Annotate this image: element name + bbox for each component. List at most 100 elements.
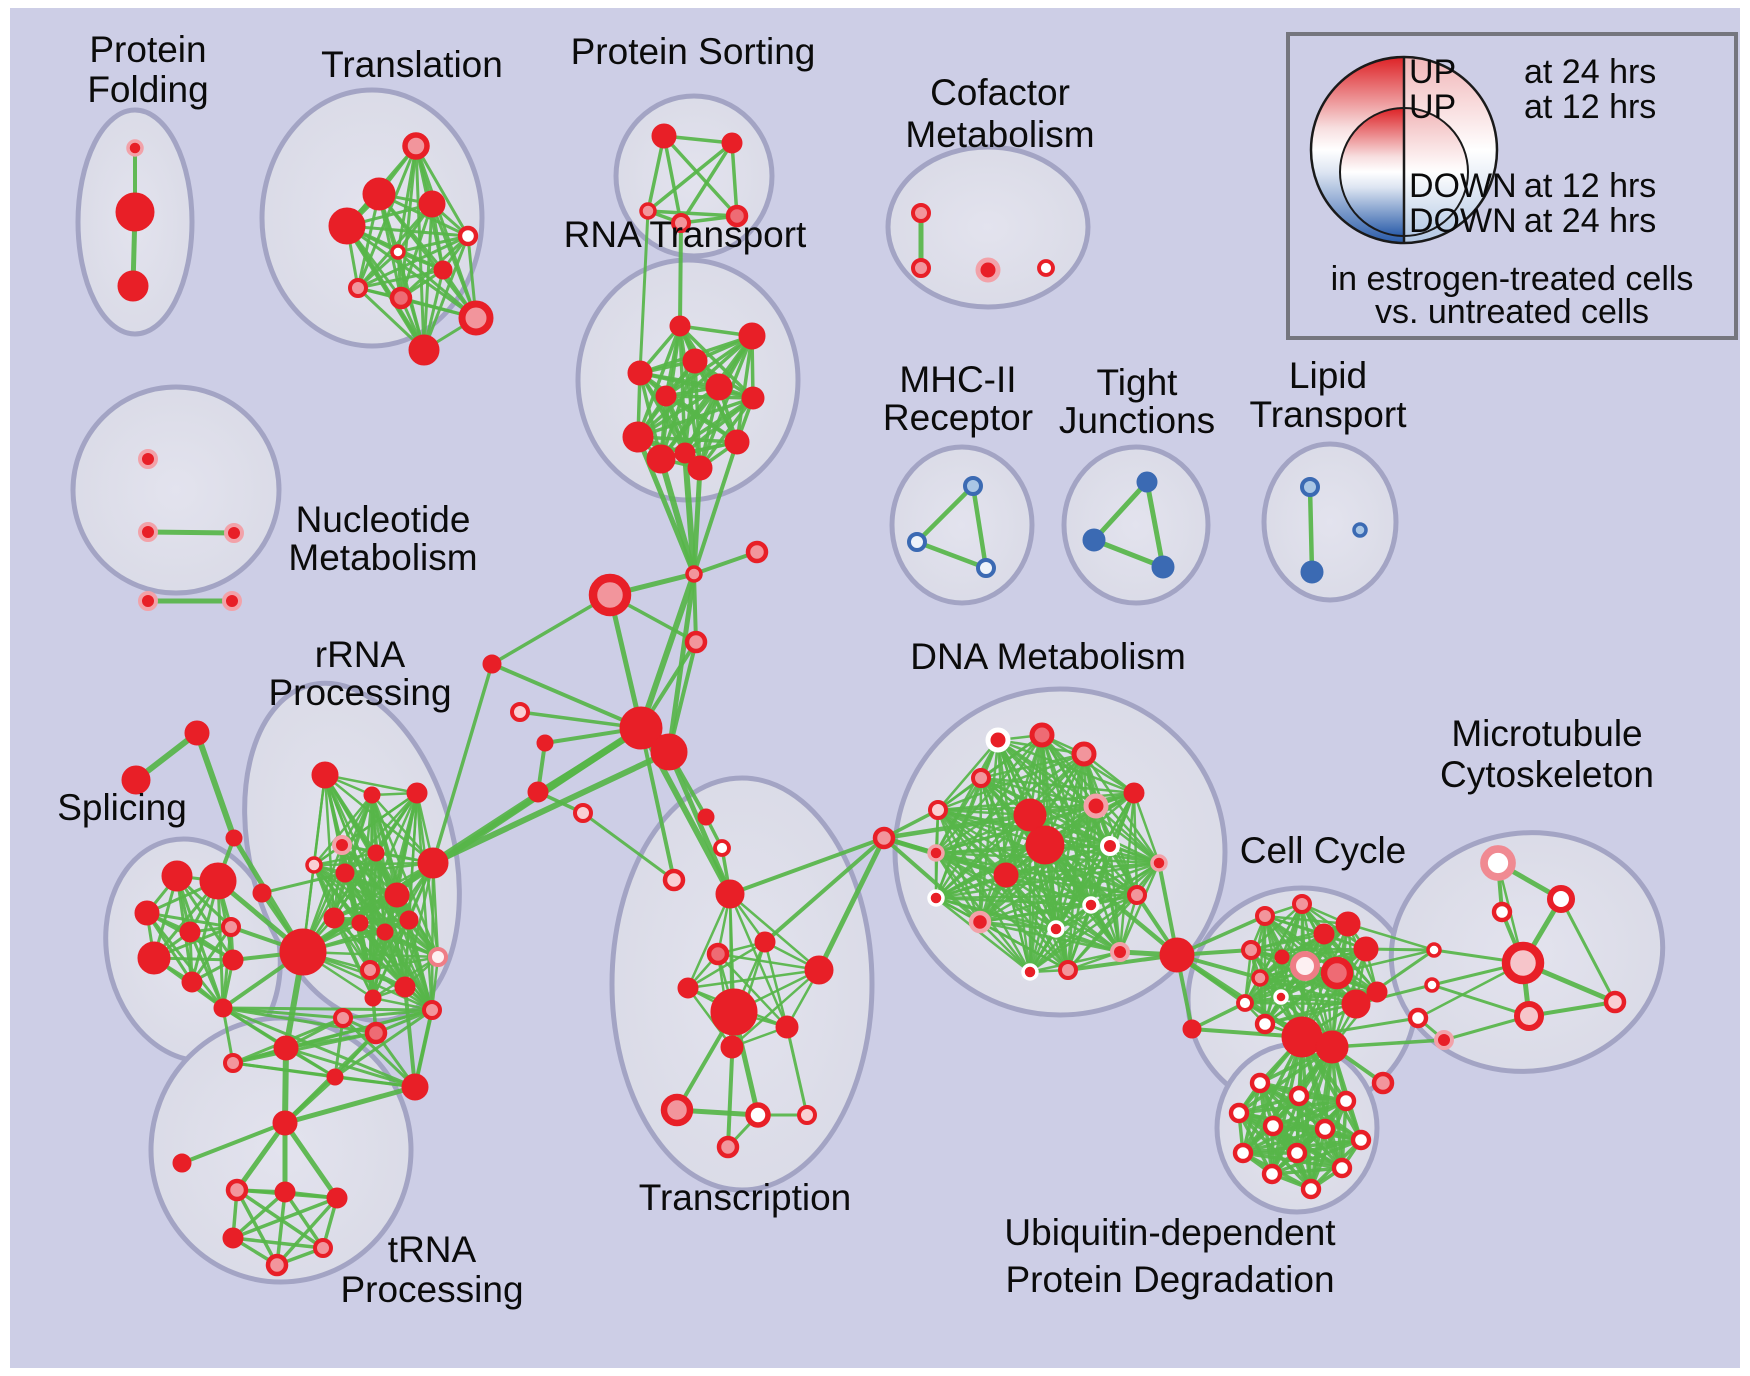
mesh-edge [716,952,789,1029]
mesh-edge [368,918,411,972]
mesh-edge [730,141,739,218]
network-edge [180,1121,287,1165]
gene-set-node [1232,1142,1254,1164]
gene-set-node [1228,1102,1250,1124]
gene-set-node [428,947,448,967]
gene-set-node [1273,989,1289,1005]
mesh-edge [190,925,233,984]
gene-set-node [911,203,931,223]
gene-set-node [639,202,657,220]
gene-set-node [1182,1019,1202,1039]
gene-set-node [1501,941,1545,985]
gene-set-node [367,844,385,862]
cluster-label: Translation [321,44,503,85]
network-edge [691,465,703,577]
gene-set-node [975,257,1001,283]
gene-set-node [1352,522,1368,538]
mesh-edge [341,1008,434,1020]
network-edge [234,1120,288,1193]
gene-set-node [224,523,244,543]
network-edge [882,836,982,924]
gene-set-node [172,1153,192,1173]
legend-time-label: at 12 hrs [1524,167,1656,205]
mesh-edge [1004,791,1136,877]
cluster-label: Processing [268,672,451,713]
mesh-edge [145,911,225,1010]
gene-set-node [384,882,410,908]
network-edge [282,1120,340,1201]
network-edge [970,483,989,571]
mesh-edge [1270,1166,1344,1176]
gene-set-node [408,334,440,366]
mesh-edge [659,359,697,461]
gene-set-node [1047,920,1065,938]
network-edge [658,456,697,577]
gene-set-node [252,883,272,903]
network-edge [678,221,683,328]
network-edge [145,529,237,536]
gene-set-node [619,706,663,750]
cluster-label: DNA Metabolism [910,636,1186,677]
network-edge [914,539,989,571]
gene-set-node [911,258,931,278]
gene-set-node [1350,1129,1372,1151]
legend-inner-left-half [1340,108,1404,236]
network-edge [581,811,676,882]
mesh-edge [979,752,1086,780]
mesh-edge [934,896,1093,907]
network-edge [667,640,698,754]
mesh-edge [1004,873,1122,954]
gene-set-node [976,558,996,578]
gene-set-node [222,1227,244,1249]
mesh-edge [345,224,478,320]
gene-set-node [1127,885,1147,905]
gene-set-node [872,826,896,850]
gene-set-node [1021,963,1039,981]
gene-set-node [1249,1072,1271,1094]
gene-set-node [754,931,776,953]
gene-set-node [1335,1090,1357,1112]
gene-set-node [457,225,479,247]
mesh-edge [231,1190,287,1240]
gene-set-node [223,1053,243,1073]
legend-time-label: at 12 hrs [1524,88,1656,126]
gene-set-node [364,989,382,1007]
gene-set-node [126,139,144,157]
cluster-label: Transport [1250,394,1408,435]
network-edge [638,209,650,375]
gene-set-node [1313,923,1335,945]
gene-set-node [305,856,323,874]
gene-set-node [1341,989,1371,1019]
gene-set-node [797,1105,817,1125]
mesh-edge [301,950,434,1012]
gene-set-node [279,928,327,976]
gene-set-node [401,1073,429,1101]
gene-set-node [1371,1071,1395,1095]
gene-set-node [1480,845,1516,881]
gene-set-node [573,803,593,823]
gene-set-node [418,190,446,218]
gene-set-node [273,1035,299,1061]
mesh-edge [383,930,434,1012]
gene-set-node [1366,981,1388,1003]
network-edge [816,835,887,973]
network-edge [881,812,1033,841]
gene-set-node [1514,1001,1544,1031]
gene-set-node [161,860,193,892]
gene-set-node [458,300,494,336]
mesh-edge [934,776,983,900]
mesh-edge [1249,947,1368,952]
legend-caption: vs. untreated cells [1375,293,1649,331]
fan-edge [1270,1045,1334,1176]
gene-set-node [1603,990,1627,1014]
gene-set-node [1013,798,1047,832]
gene-set-node [117,270,149,302]
gene-set-node [1292,894,1312,914]
cluster-label: Protein [89,29,206,70]
network-edge [1430,983,1531,1018]
gene-set-node [326,1187,348,1209]
mesh-edge [275,1190,287,1267]
cluster-label: Microtubule [1451,713,1642,754]
